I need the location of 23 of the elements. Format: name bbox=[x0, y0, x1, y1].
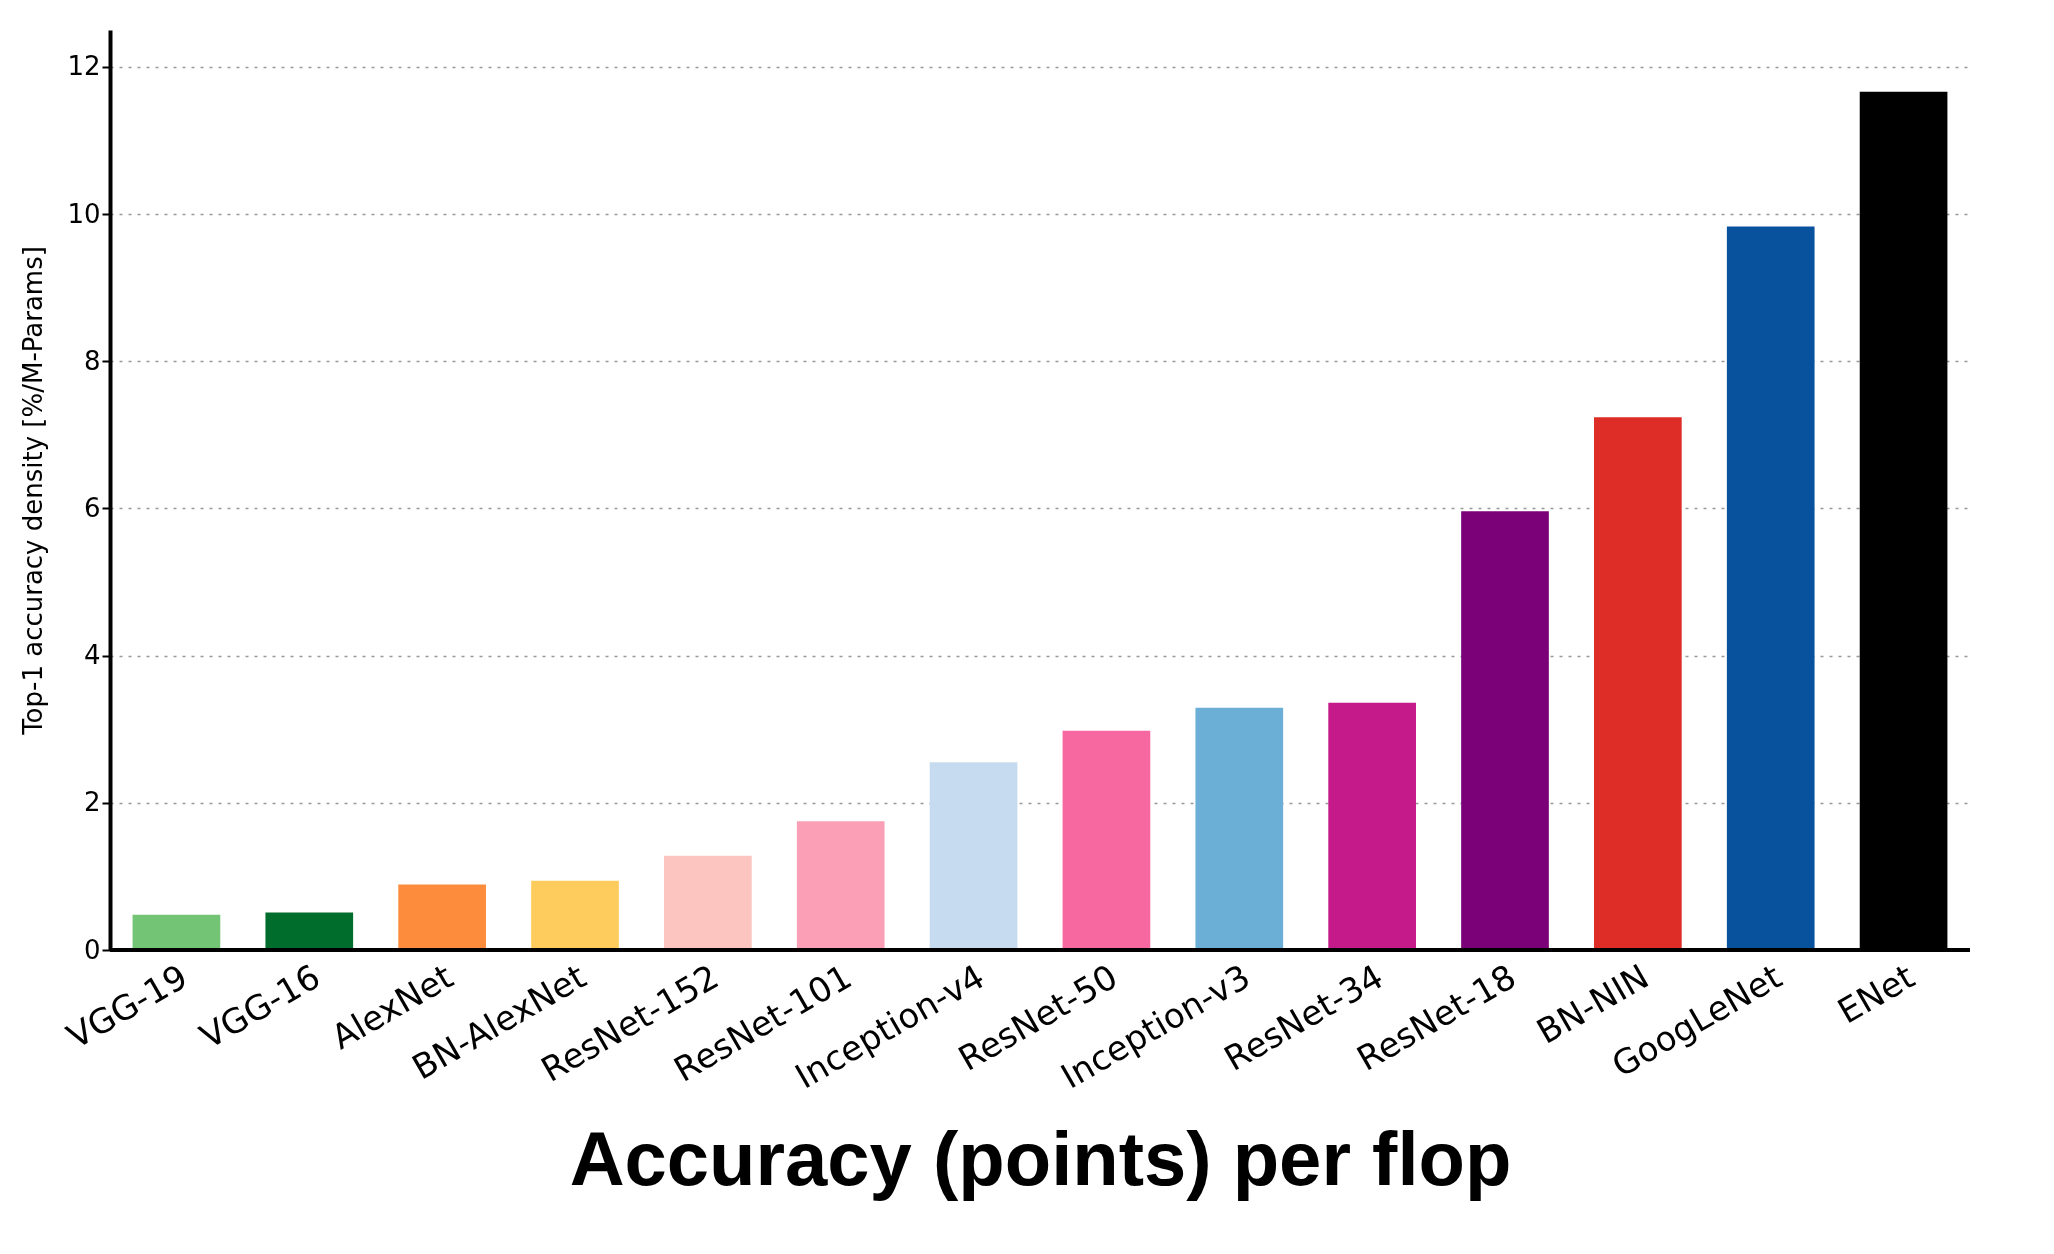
x-tick-label: ENet bbox=[1830, 956, 1922, 1032]
y-tick-label: 8 bbox=[83, 345, 101, 376]
bar bbox=[1461, 511, 1549, 950]
bar bbox=[929, 762, 1018, 950]
y-tick-label: 12 bbox=[67, 51, 101, 82]
bar bbox=[1195, 707, 1284, 950]
bar bbox=[1328, 702, 1416, 950]
y-tick-label: 6 bbox=[83, 492, 101, 523]
bar bbox=[664, 855, 752, 950]
y-tick-label: 10 bbox=[67, 198, 101, 229]
bar bbox=[1062, 730, 1151, 950]
y-tick-label: 4 bbox=[83, 640, 101, 671]
bar bbox=[398, 884, 486, 950]
bar bbox=[132, 914, 221, 950]
y-tick-label: 2 bbox=[83, 787, 101, 818]
bar bbox=[1594, 417, 1682, 950]
bar bbox=[1726, 226, 1815, 950]
x-axis-title: Accuracy (points) per flop bbox=[569, 1116, 1512, 1202]
y-tick-label: 0 bbox=[83, 934, 101, 965]
bar bbox=[796, 821, 885, 950]
bar bbox=[531, 880, 619, 950]
y-axis-title: Top-1 accuracy density [%/M-Params] bbox=[18, 246, 49, 736]
bar bbox=[265, 912, 354, 950]
